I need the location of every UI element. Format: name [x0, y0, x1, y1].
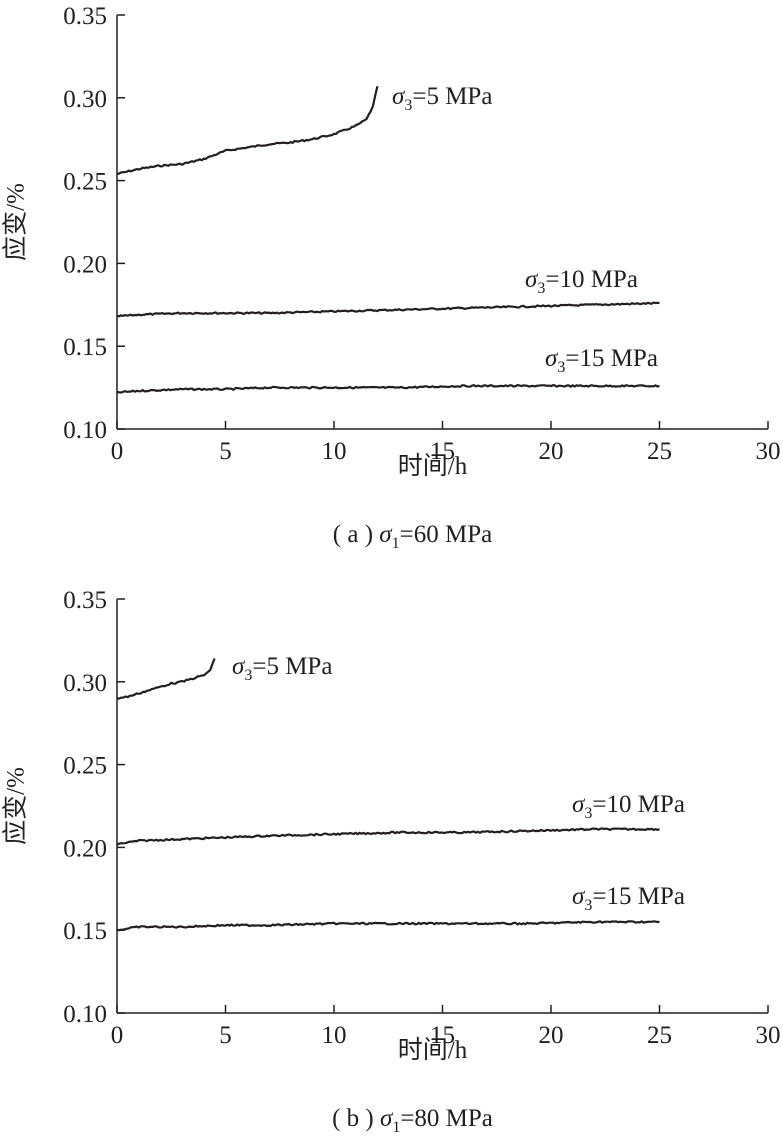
x-tick-label: 5 [219, 1022, 232, 1049]
series-line-2 [116, 301, 660, 318]
y-tick-label: 0.30 [63, 670, 107, 697]
y-tick-label: 0.15 [63, 334, 107, 361]
x-tick-label: 30 [756, 1022, 781, 1049]
y-tick-label: 0.15 [63, 918, 107, 945]
x-axis-title: 时间/h [398, 452, 468, 480]
y-tick-label: 0.35 [63, 587, 107, 614]
x-tick-label: 15 [430, 438, 455, 465]
series-line-2 [116, 827, 660, 846]
x-tick-label: 0 [111, 1022, 124, 1049]
series-label-3: σ3=15 MPa [572, 883, 685, 914]
y-axis-title: 应变/% [2, 183, 30, 261]
y-tick-label: 0.20 [63, 835, 107, 862]
x-tick-label: 30 [756, 438, 781, 465]
panel-caption: ( a ) σ1=60 MPa [333, 521, 492, 552]
series-label-1: σ3=5 MPa [392, 83, 492, 114]
series-line-3 [116, 384, 660, 394]
series-line-3 [116, 920, 660, 932]
chart-panel-b: 0.10 0.15 0.20 0.25 0.30 0.35 0 5 10 15 20 25 30 时间/h… [2, 587, 781, 1136]
panel-caption: ( b ) σ1=80 MPa [332, 1105, 493, 1136]
x-tick-label: 15 [430, 1022, 455, 1049]
series-label-1: σ3=5 MPa [232, 653, 332, 684]
x-tick-label: 5 [219, 438, 232, 465]
y-tick-label: 0.10 [63, 1001, 107, 1028]
x-tick-label: 25 [647, 438, 672, 465]
series-label-2: σ3=10 MPa [572, 791, 685, 822]
series-label-3: σ3=15 MPa [545, 345, 658, 376]
x-tick-label: 10 [322, 1022, 347, 1049]
y-tick-label: 0.35 [63, 3, 107, 30]
series-line-1 [116, 658, 216, 700]
y-tick-label: 0.25 [63, 753, 107, 780]
x-tick-label: 20 [539, 1022, 564, 1049]
y-axis-title: 应变/% [2, 767, 30, 845]
y-tick-label: 0.25 [63, 169, 107, 196]
x-tick-label: 10 [322, 438, 347, 465]
x-tick-label: 20 [539, 438, 564, 465]
x-axis-title: 时间/h [398, 1036, 468, 1064]
series-line-1 [116, 85, 379, 176]
y-tick-label: 0.10 [63, 417, 107, 444]
x-tick-label: 0 [111, 438, 124, 465]
chart-panel-a: 0.10 0.15 0.20 0.25 0.30 0.35 0 5 10 15 20 25 30 时间/h… [2, 3, 781, 552]
x-tick-label: 25 [647, 1022, 672, 1049]
y-tick-label: 0.20 [63, 251, 107, 278]
y-tick-label: 0.30 [63, 86, 107, 113]
series-label-2: σ3=10 MPa [525, 266, 638, 297]
